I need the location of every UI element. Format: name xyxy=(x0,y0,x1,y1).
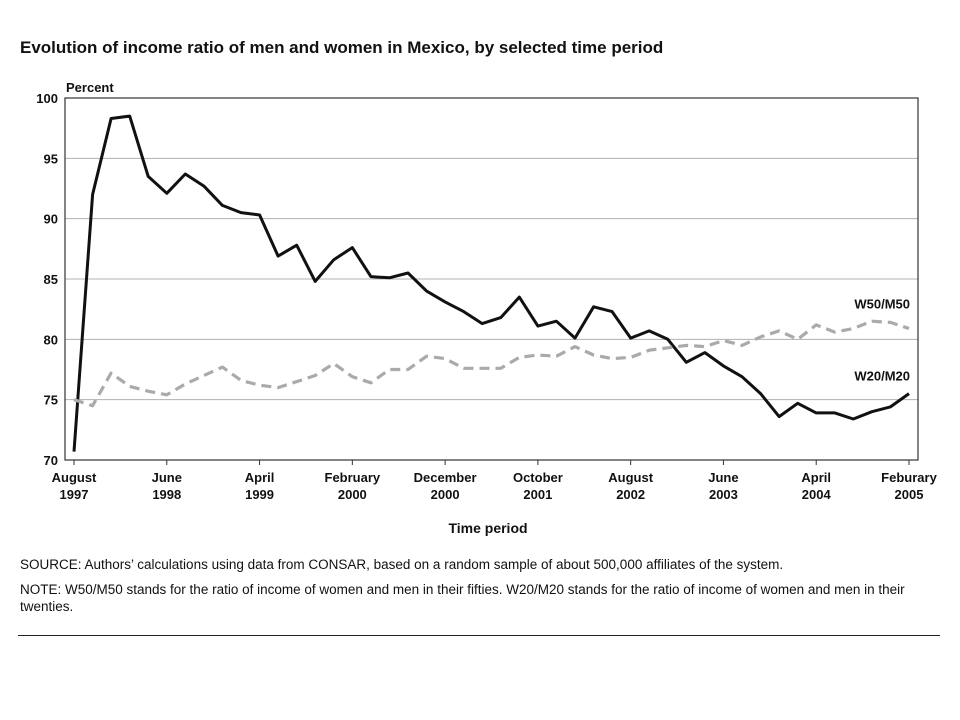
x-tick-label-year: 2000 xyxy=(338,487,367,502)
x-tick-label-month: August xyxy=(608,470,653,485)
line-chart: 100 95 90 85 80 75 70 August 1997 June 1998 April 1… xyxy=(36,80,938,536)
x-tick-label-year: 1997 xyxy=(60,487,89,502)
y-tick-label: 100 xyxy=(36,91,58,106)
x-tick-label-year: 1998 xyxy=(152,487,181,502)
x-tick-label-year: 2001 xyxy=(523,487,552,502)
x-tick-labels: August 1997 June 1998 April 1999 February 2000 D… xyxy=(52,460,938,502)
y-axis-label: Percent xyxy=(66,80,114,95)
x-tick-label-month: June xyxy=(152,470,182,485)
x-tick-label-month: February xyxy=(325,470,381,485)
x-tick-label-year: 2002 xyxy=(616,487,645,502)
grid-lines xyxy=(65,157,918,401)
x-tick-label-month: December xyxy=(414,470,477,485)
series-labels: W20/M20 W50/M50 xyxy=(854,296,910,383)
y-tick-label: 75 xyxy=(44,393,58,408)
x-tick-label-month: Feburary xyxy=(881,470,937,485)
x-tick-label-year: 2004 xyxy=(802,487,832,502)
y-tick-label: 95 xyxy=(44,151,58,166)
plot-frame xyxy=(64,97,919,461)
series-label: W50/M50 xyxy=(854,296,910,311)
series-line-w20-m20 xyxy=(72,114,910,452)
series-label: W20/M20 xyxy=(854,369,910,384)
x-tick-label-year: 2005 xyxy=(895,487,924,502)
chart-notes: SOURCE: Authors’ calculations using data… xyxy=(20,556,930,623)
series-lines xyxy=(72,114,910,452)
definition-note: NOTE: W50/M50 stands for the ratio of in… xyxy=(20,582,905,614)
x-tick-label-year: 2000 xyxy=(431,487,460,502)
x-tick-label-month: April xyxy=(801,470,831,485)
chart-title: Evolution of income ratio of men and wom… xyxy=(20,38,664,57)
x-tick-label-month: April xyxy=(245,470,275,485)
bottom-divider xyxy=(18,635,940,636)
x-tick-label-year: 1999 xyxy=(245,487,274,502)
y-tick-label: 90 xyxy=(44,212,58,227)
source-note: SOURCE: Authors’ calculations using data… xyxy=(20,557,784,572)
series-line-w50-m50 xyxy=(73,319,910,408)
x-tick-label-month: June xyxy=(708,470,738,485)
x-axis-label: Time period xyxy=(448,520,527,536)
y-tick-labels: 100 95 90 85 80 75 70 xyxy=(36,91,58,468)
y-tick-label: 85 xyxy=(44,272,58,287)
y-tick-label: 80 xyxy=(44,332,58,347)
y-tick-label: 70 xyxy=(44,453,58,468)
x-tick-label-month: October xyxy=(513,470,563,485)
x-tick-label-month: August xyxy=(52,470,97,485)
x-tick-label-year: 2003 xyxy=(709,487,738,502)
